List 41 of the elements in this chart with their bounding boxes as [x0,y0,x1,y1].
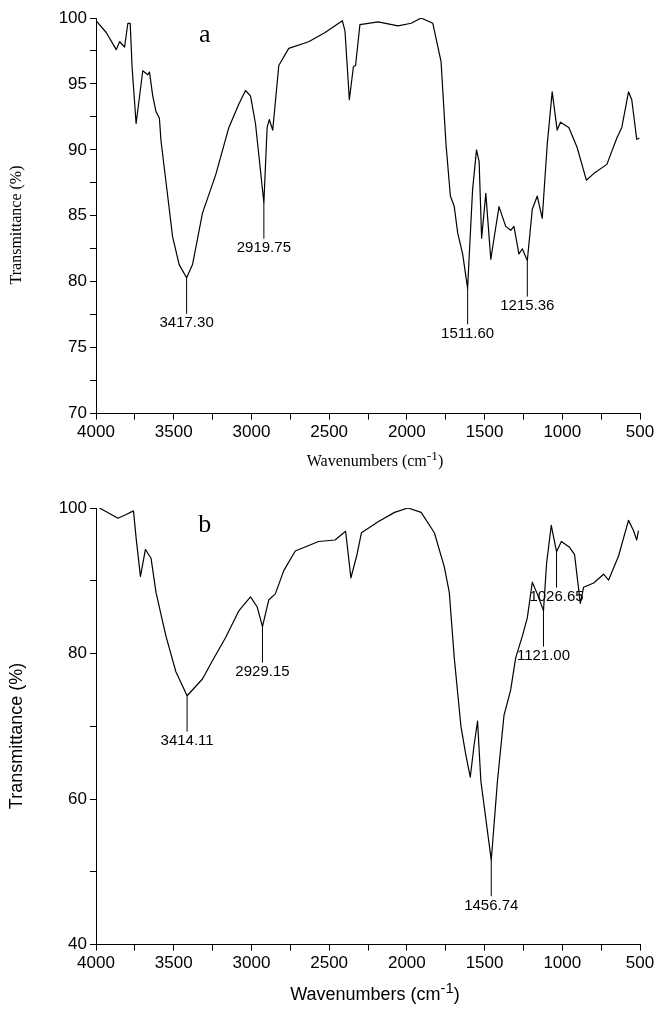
x-tick-label: 2500 [310,422,349,442]
x-tick-label: 500 [625,953,655,973]
annotation: 3414.11 [160,731,214,749]
x-tick-label: 3500 [154,422,193,442]
y-tick-label: 95 [68,73,87,93]
y-tick-label: 75 [68,337,87,357]
annotation: 1121.00 [516,646,571,664]
annotation: 2919.75 [236,238,291,256]
x-tick-label: 3000 [232,953,271,973]
annotation: 1511.60 [441,323,495,341]
x-tick-label: 4000 [77,422,115,442]
annotation: b [198,508,212,538]
x-tick-label: 1000 [543,953,582,973]
x-tick-label: 500 [625,422,655,442]
y-tick-label: 80 [68,643,87,663]
x-tick-label: 2000 [387,422,426,442]
y-axis-title: Transmittance (%) [5,662,27,809]
y-tick-label: 70 [68,403,87,423]
x-tick-label: 1500 [465,953,504,973]
y-tick-label: 80 [68,271,87,291]
x-tick-label: 1500 [465,422,504,442]
y-tick-label: 85 [68,205,87,225]
x-tick-label: 2000 [387,953,426,973]
y-tick-label: 100 [58,497,87,517]
x-tick-label: 2500 [310,953,349,973]
y-tick-label: 40 [68,934,87,954]
y-tick-label: 100 [58,7,87,27]
y-tick-label: 90 [68,139,87,159]
x-axis-title: Wavenumbers (cm$^{-1}$) [289,979,461,1005]
x-tick-label: 4000 [77,953,115,973]
annotation: a [199,18,212,48]
annotation: 3417.30 [159,313,214,331]
y-axis-title: Transmittance (%) [7,165,25,285]
annotation: 1456.74 [464,895,519,913]
y-tick-label: 60 [68,788,87,808]
x-tick-label: 3000 [232,422,271,442]
annotation: 1215.36 [500,296,555,314]
x-tick-label: 3500 [154,953,193,973]
x-tick-label: 1000 [543,422,582,442]
x-axis-title: Wavenumbers (cm$^{-1}$) [305,448,445,471]
annotation: 2929.15 [235,662,290,680]
